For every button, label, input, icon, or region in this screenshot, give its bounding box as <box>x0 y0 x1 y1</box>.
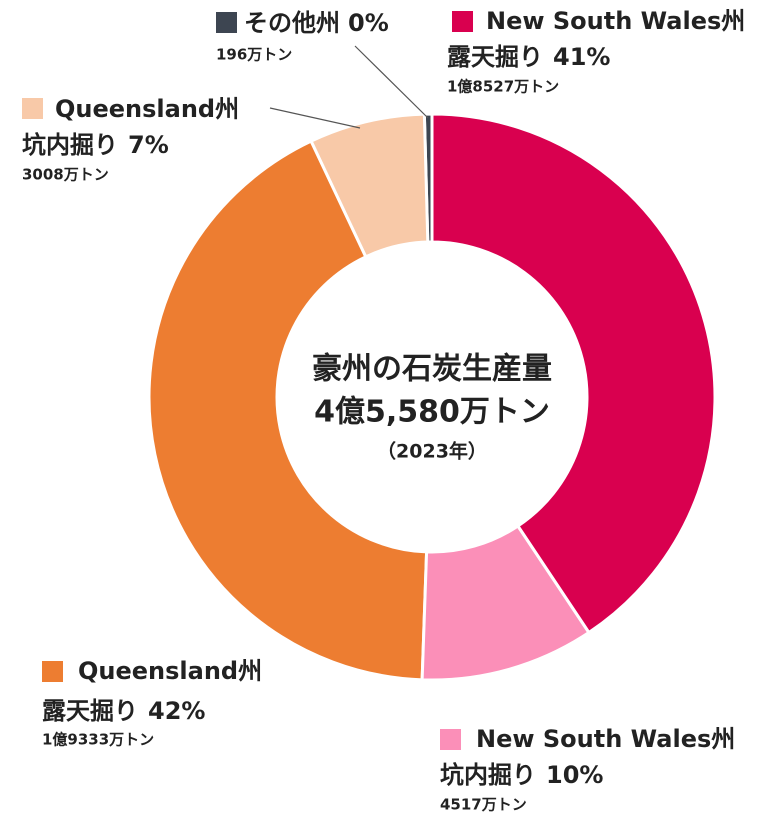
legend-label: 露天掘り 42% <box>42 697 205 725</box>
legend-label: New South Wales州 <box>476 725 735 753</box>
donut-slice <box>420 523 591 682</box>
region-name: Queensland州 <box>55 95 239 123</box>
legend-swatch <box>216 12 237 33</box>
method-name: 坑内掘り <box>22 131 118 159</box>
legend-label: 坑内掘り 7% <box>22 131 169 159</box>
percent-label: 7% <box>128 131 169 159</box>
value-label: 1億8527万トン <box>447 78 559 96</box>
percent-label: 10% <box>546 761 603 789</box>
legend-swatch <box>22 98 43 119</box>
legend-label: Queensland州 <box>55 95 239 123</box>
percent-label: 42% <box>148 697 205 725</box>
subtitle: （2023年） <box>377 440 487 463</box>
donut-slice <box>430 112 717 635</box>
legend-swatch <box>452 11 473 32</box>
region-name: その他州 <box>244 9 340 37</box>
legend-label: New South Wales州 <box>486 7 745 35</box>
method-name: 露天掘り <box>447 43 543 71</box>
percent-label: 41% <box>553 43 610 71</box>
legend-label: その他州 0% <box>244 9 389 37</box>
legend-swatch <box>42 661 63 682</box>
value-label: 1億9333万トン <box>42 731 154 749</box>
region-name: New South Wales州 <box>486 7 745 35</box>
chart-title: 豪州の石炭生産量 <box>312 352 552 387</box>
region-name: New South Wales州 <box>476 725 735 753</box>
method-name: 露天掘り <box>42 697 138 725</box>
value-label: 3008万トン <box>22 166 109 184</box>
legend-label: Queensland州 <box>78 657 262 685</box>
percent-label: 0% <box>348 9 389 37</box>
legend-swatch <box>440 729 461 750</box>
legend-label: 露天掘り 41% <box>447 43 610 71</box>
leader-line <box>354 45 429 119</box>
region-name: Queensland州 <box>78 657 262 685</box>
value-label: 4517万トン <box>440 796 527 814</box>
total-label: 4億5,580万トン <box>314 395 550 430</box>
legend-label: 坑内掘り 10% <box>440 761 603 789</box>
donut-slice <box>147 139 429 682</box>
value-label: 196万トン <box>216 46 292 64</box>
leader-line <box>269 107 361 129</box>
method-name: 坑内掘り <box>440 761 536 789</box>
